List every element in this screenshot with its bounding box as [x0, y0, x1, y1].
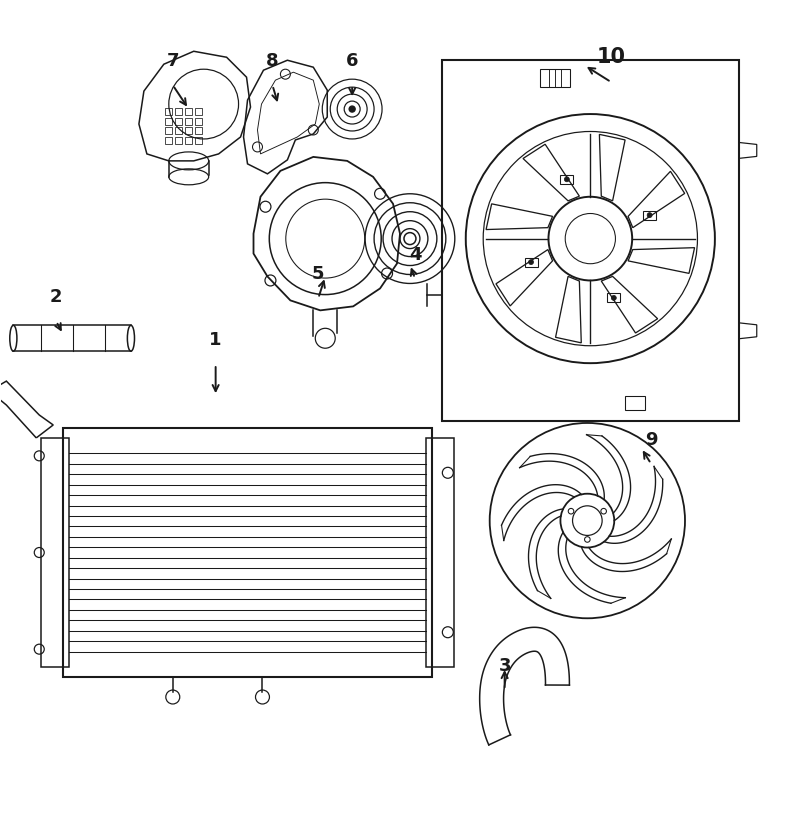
Bar: [426, 438, 453, 667]
Text: 4: 4: [409, 245, 421, 263]
Circle shape: [564, 177, 569, 182]
Bar: [442, 60, 739, 421]
Circle shape: [349, 106, 355, 112]
Text: 6: 6: [346, 52, 359, 70]
Text: 2: 2: [50, 288, 62, 306]
Bar: [195, 127, 202, 135]
Bar: [195, 137, 202, 145]
Circle shape: [647, 212, 652, 217]
Bar: [165, 107, 172, 115]
Text: 8: 8: [266, 52, 279, 70]
Text: 10: 10: [597, 47, 626, 67]
Bar: [175, 107, 183, 115]
Bar: [195, 117, 202, 125]
Bar: [625, 396, 645, 410]
Bar: [524, 258, 537, 267]
Text: 5: 5: [312, 265, 324, 283]
Bar: [165, 137, 172, 145]
Circle shape: [528, 259, 533, 264]
Bar: [175, 137, 183, 145]
Circle shape: [611, 296, 616, 301]
Bar: [560, 175, 573, 184]
Text: 7: 7: [167, 52, 179, 70]
Bar: [185, 127, 192, 135]
Bar: [195, 107, 202, 115]
Bar: [175, 127, 183, 135]
Bar: [63, 428, 432, 677]
Bar: [185, 137, 192, 145]
Text: 1: 1: [210, 331, 222, 349]
Bar: [643, 211, 656, 220]
Text: 3: 3: [498, 657, 511, 675]
Bar: [165, 127, 172, 135]
Bar: [607, 293, 620, 302]
Bar: [175, 117, 183, 125]
Bar: [165, 117, 172, 125]
Bar: [185, 107, 192, 115]
Bar: [41, 438, 69, 667]
Text: 9: 9: [645, 431, 658, 449]
Bar: [185, 117, 192, 125]
Bar: [540, 69, 570, 87]
